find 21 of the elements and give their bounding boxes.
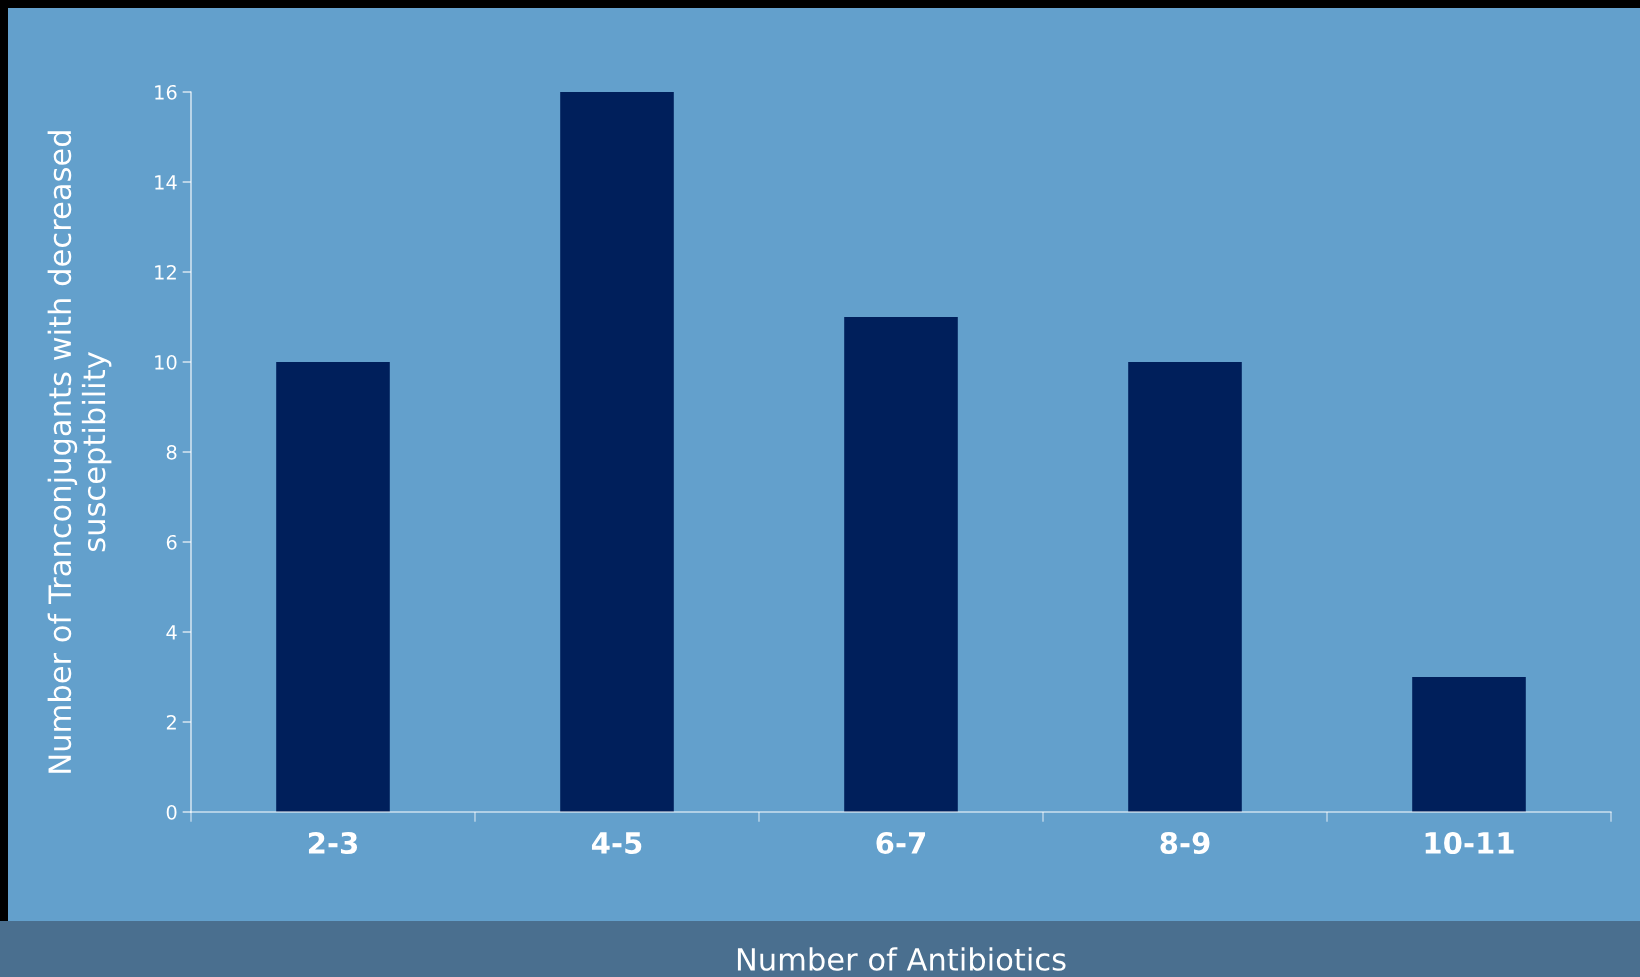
x-axis-title: Number of Antibiotics	[737, 947, 1066, 971]
bar	[1128, 362, 1242, 812]
x-tick-label: 8-9	[1160, 831, 1210, 855]
y-tick-label: 8	[166, 444, 177, 460]
y-tick-label: 0	[166, 804, 177, 820]
x-tick-label: 4-5	[591, 832, 642, 855]
y-tick-label: 12	[155, 264, 176, 280]
y-tick-label: 14	[155, 175, 177, 190]
y-axis-title: Number of Tranconjugants with decreased susceptibility	[47, 131, 112, 773]
y-tick-label: 4	[166, 625, 177, 640]
y-tick-label: 10	[155, 354, 177, 370]
x-tick-label: 2-3	[308, 831, 358, 855]
bar	[1412, 677, 1526, 812]
y-tick-label: 16	[155, 84, 177, 100]
x-tick-label: 10-11	[1425, 831, 1514, 855]
y-tick-label: 6	[166, 534, 177, 550]
bar	[560, 92, 674, 812]
bar	[276, 362, 390, 812]
x-tick-label: 6-7	[876, 831, 926, 855]
bar	[844, 317, 958, 812]
y-tick-label: 2	[166, 714, 176, 730]
